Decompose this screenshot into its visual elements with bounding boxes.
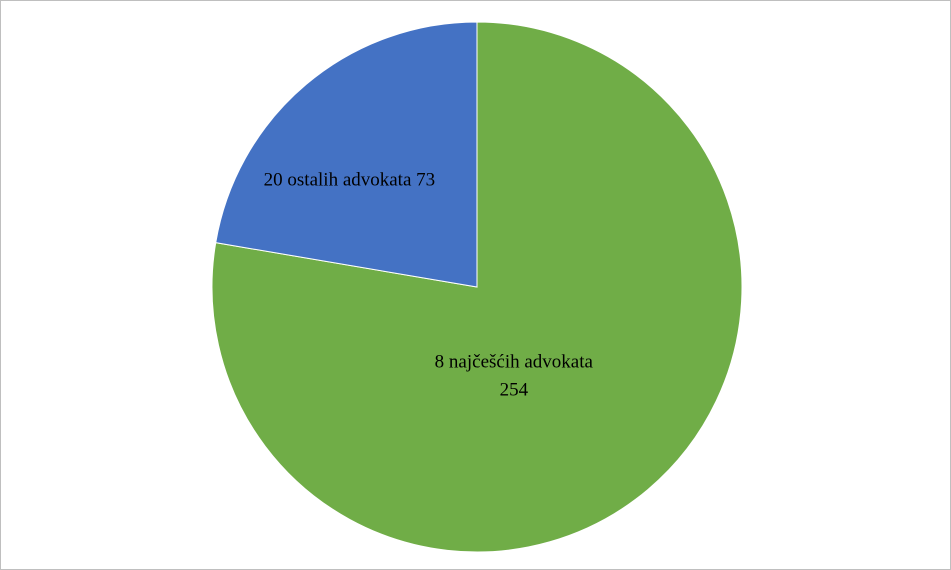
data-label-name: 8 najčešćih advokata	[435, 351, 594, 372]
data-label: 20 ostalih advokata 73	[264, 170, 436, 191]
pie-slice	[215, 21, 478, 288]
data-label-value: 73	[416, 170, 435, 191]
data-label-name: 20 ostalih advokata	[264, 170, 412, 191]
data-label-value: 254	[500, 379, 529, 400]
